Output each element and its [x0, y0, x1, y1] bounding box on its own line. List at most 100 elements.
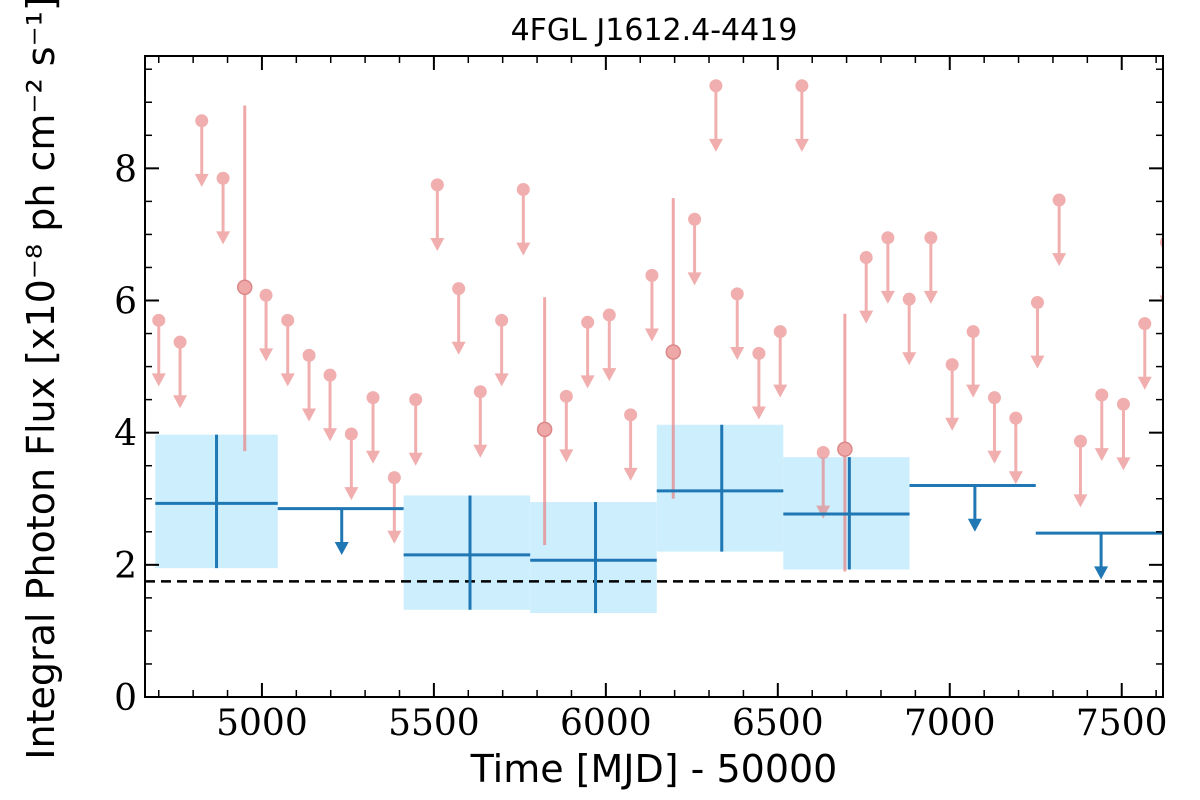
upper-limit-arrowhead: [1137, 376, 1152, 390]
upper-limit-marker: [730, 287, 744, 301]
upper-limit-marker: [987, 391, 1001, 405]
upper-limit-marker: [1009, 411, 1023, 425]
upper-limit-arrowhead: [687, 272, 702, 286]
short-bin-upper-limit: [1137, 317, 1152, 390]
short-bin-upper-limit: [387, 471, 402, 544]
short-bin-detection: [837, 313, 853, 572]
upper-limit-marker: [152, 313, 166, 327]
short-bin-upper-limit: [773, 325, 788, 398]
upper-limit-marker: [281, 313, 295, 327]
short-bin-upper-limit: [1116, 397, 1131, 471]
x-tick-label: 7000: [904, 703, 996, 744]
upper-limit-arrowhead: [451, 341, 466, 355]
upper-limit-marker: [195, 114, 209, 128]
short-bin-upper-limit: [687, 212, 702, 286]
upper-limit-arrowhead: [387, 530, 402, 544]
short-bin-upper-limit: [794, 79, 809, 152]
upper-limit-marker: [1095, 388, 1109, 402]
upper-limit-marker: [1159, 236, 1163, 248]
short-bin-upper-limit: [1159, 236, 1163, 303]
upper-limit-arrowhead: [216, 231, 231, 245]
upper-limit-arrowhead: [173, 395, 188, 409]
short-bin-upper-limit: [966, 325, 981, 398]
y-tick-label: 4: [114, 414, 137, 455]
short-bin-upper-limit: [1073, 434, 1088, 508]
upper-limit-marker: [495, 313, 509, 327]
x-axis-title: Time [MJD] - 50000: [470, 747, 838, 791]
upper-limit-arrowhead: [1052, 253, 1067, 267]
short-bin-upper-limit: [151, 313, 166, 387]
upper-limit-marker: [581, 315, 595, 329]
short-bin-upper-limit: [516, 182, 531, 256]
upper-limit-arrowhead: [1073, 494, 1088, 508]
short-bin-upper-limit: [708, 79, 723, 152]
short-bin-upper-limit: [280, 313, 295, 387]
upper-limit-arrowhead: [323, 428, 338, 442]
short-bin-upper-limit: [859, 251, 874, 324]
upper-limit-arrowhead: [344, 487, 359, 501]
upper-limit-marker: [259, 288, 273, 302]
short-bin-upper-limit: [751, 346, 766, 420]
upper-limit-arrowhead: [151, 373, 166, 387]
short-bin-upper-limit: [344, 427, 359, 501]
upper-limit-arrowhead: [1008, 471, 1023, 485]
upper-limit-arrowhead: [794, 138, 809, 152]
upper-limit-arrowhead: [987, 450, 1002, 464]
plot-frame: [144, 55, 1164, 698]
short-bin-upper-limit: [494, 313, 509, 387]
detection-marker: [665, 344, 682, 360]
upper-limit-arrowhead: [302, 408, 317, 422]
upper-limit-marker: [924, 231, 938, 245]
short-bin-upper-limit: [473, 385, 488, 458]
upper-limit-arrowhead: [623, 467, 638, 481]
upper-limit-marker: [709, 79, 723, 93]
short-bin-upper-limit: [559, 389, 574, 463]
upper-limit-marker: [945, 358, 959, 372]
detection-marker: [236, 279, 253, 296]
upper-limit-marker: [1073, 434, 1087, 448]
short-bin-detection: [536, 297, 553, 546]
upper-limit-marker: [645, 268, 659, 282]
y-tick-label: 2: [114, 546, 137, 587]
short-bin-upper-limit: [1052, 193, 1067, 267]
upper-limit-arrowhead: [516, 242, 531, 256]
upper-limit-arrowhead: [430, 237, 445, 251]
x-tick-label: 6000: [560, 703, 652, 744]
short-bin-upper-limit: [216, 171, 231, 245]
short-bin-upper-limit: [366, 391, 381, 464]
short-bin-upper-limit: [259, 288, 274, 362]
upper-limit-marker: [1116, 397, 1130, 411]
upper-limit-arrowhead: [923, 290, 938, 304]
upper-limit-marker: [302, 348, 316, 362]
upper-limit-marker: [387, 471, 401, 485]
upper-limit-marker: [624, 408, 638, 422]
upper-limit-arrowhead: [751, 406, 766, 420]
upper-limit-marker: [602, 308, 616, 322]
detection-marker: [837, 441, 853, 457]
short-bin-upper-limit: [430, 178, 445, 251]
x-tick-label: 5500: [388, 703, 480, 744]
upper-limit-arrowhead: [559, 449, 574, 463]
upper-limit-marker: [966, 325, 980, 339]
short-bin-upper-limit: [173, 335, 188, 409]
chart-title: 4FGL J1612.4-4419: [511, 13, 798, 48]
short-bin-upper-limit: [945, 358, 960, 431]
short-bin-upper-limit: [408, 393, 423, 466]
long-bin-error-band: [403, 495, 531, 610]
upper-limit-arrowhead: [816, 505, 831, 519]
short-bin-upper-limit: [194, 114, 209, 187]
upper-limit-marker: [859, 251, 873, 265]
upper-limit-marker: [323, 368, 337, 382]
y-tick-label: 0: [114, 678, 137, 719]
upper-limit-arrowhead: [602, 368, 617, 382]
long-bin-upper-limit-arrowhead: [967, 518, 982, 532]
upper-limit-marker: [366, 391, 380, 405]
upper-limit-marker: [216, 171, 230, 185]
x-tick-label: 6500: [732, 703, 824, 744]
short-bin-upper-limit: [902, 292, 917, 366]
upper-limit-arrowhead: [966, 384, 981, 398]
upper-limit-marker: [752, 346, 766, 360]
upper-limit-arrowhead: [280, 373, 295, 387]
upper-limit-arrowhead: [494, 373, 509, 387]
